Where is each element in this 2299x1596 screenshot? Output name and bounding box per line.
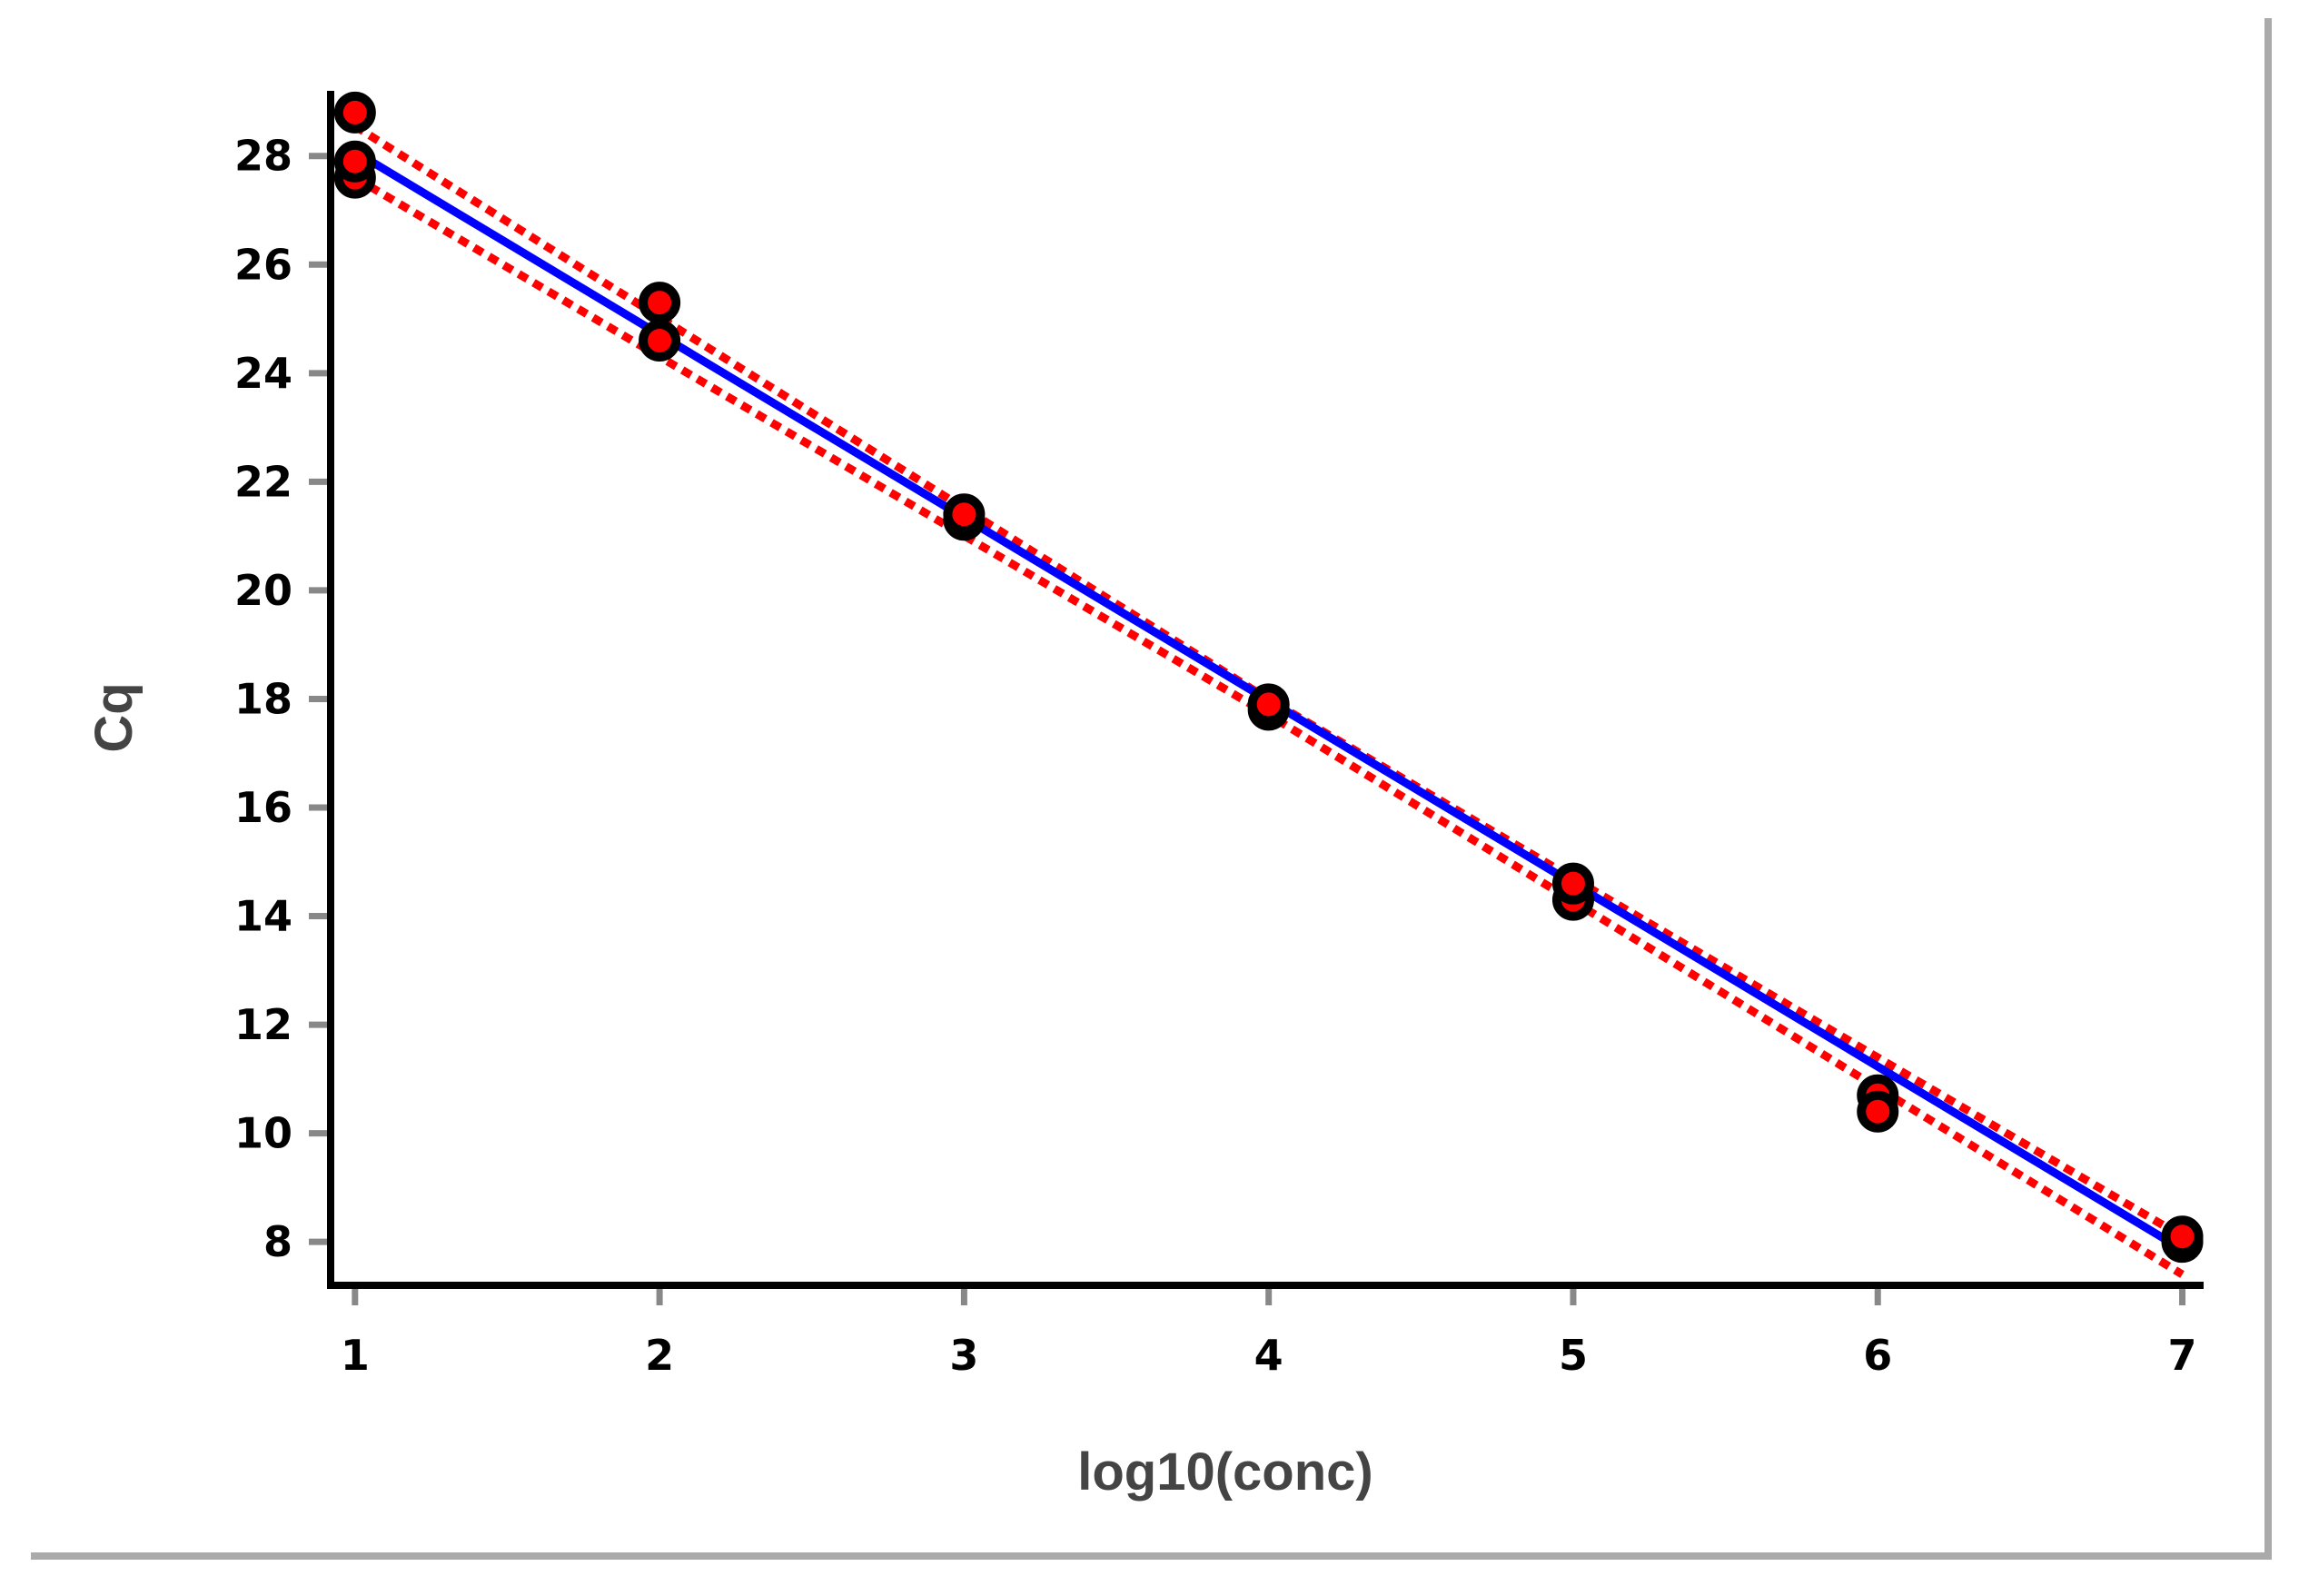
y-tick-label: 22 xyxy=(234,457,292,506)
y-tick-label: 16 xyxy=(234,783,292,832)
x-tick-label: 2 xyxy=(645,1331,674,1380)
x-axis-ticks: 1 2 3 4 5 6 7 xyxy=(341,1289,2197,1380)
x-tick-label: 4 xyxy=(1254,1331,1283,1380)
data-point xyxy=(333,91,376,134)
x-axis-title: log10(conc) xyxy=(1077,1442,1373,1502)
y-tick-label: 24 xyxy=(234,349,292,398)
data-point xyxy=(1551,862,1594,905)
data-points xyxy=(333,91,2204,1264)
y-tick-label: 12 xyxy=(234,1000,292,1049)
data-point xyxy=(1247,683,1290,726)
y-tick-label: 14 xyxy=(234,892,292,941)
x-tick-label: 1 xyxy=(341,1331,370,1380)
data-point xyxy=(639,319,681,362)
y-tick-label: 18 xyxy=(234,674,292,723)
data-point xyxy=(1857,1090,1899,1133)
data-point xyxy=(639,282,681,324)
y-tick-label: 8 xyxy=(263,1217,292,1266)
y-tick-label: 20 xyxy=(234,566,292,615)
data-point xyxy=(943,493,986,536)
y-axis-ticks: 8 10 12 14 16 18 20 22 24 26 28 xyxy=(234,132,327,1266)
y-axis-title: Cq xyxy=(84,682,144,752)
y-tick-label: 28 xyxy=(234,132,292,181)
y-tick-label: 26 xyxy=(234,240,292,289)
x-tick-label: 6 xyxy=(1863,1331,1892,1380)
x-tick-label: 3 xyxy=(949,1331,978,1380)
x-tick-label: 7 xyxy=(2168,1331,2197,1380)
x-tick-label: 5 xyxy=(1559,1331,1588,1380)
data-point xyxy=(333,140,376,183)
confidence-band-upper xyxy=(352,123,2185,1241)
y-tick-label: 10 xyxy=(234,1109,292,1158)
data-point xyxy=(2161,1215,2204,1258)
